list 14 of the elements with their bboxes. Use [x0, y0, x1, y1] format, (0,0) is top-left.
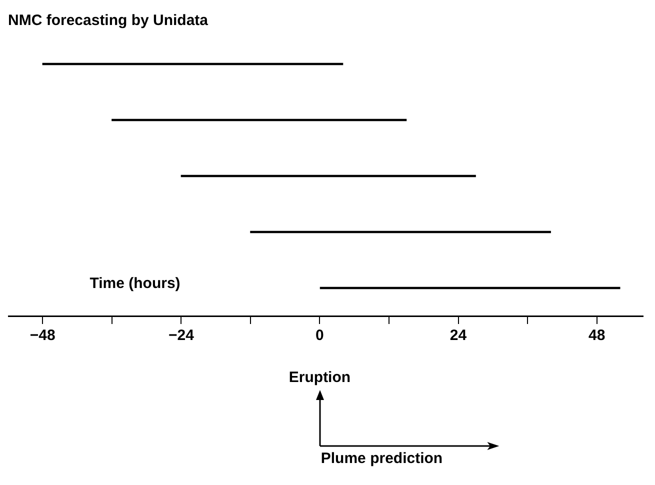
- text: Plume prediction: [320, 450, 443, 467]
- bar: [42, 62, 344, 66]
- bar: [112, 118, 407, 122]
- x-tick-label: 24: [450, 327, 468, 344]
- text: Eruption: [288, 369, 351, 386]
- x-tick-label: 0: [316, 327, 324, 344]
- chart-title: NMC forecasting by Unidata: [8, 12, 209, 30]
- bar: [180, 174, 476, 178]
- x-tick-label: −24: [168, 327, 195, 344]
- bar: [320, 286, 620, 290]
- bar: [250, 230, 551, 234]
- x-axis-title: Time (hours): [90, 275, 180, 292]
- x-tick-label: 48: [588, 327, 606, 344]
- x-tick-label: −48: [30, 327, 56, 344]
